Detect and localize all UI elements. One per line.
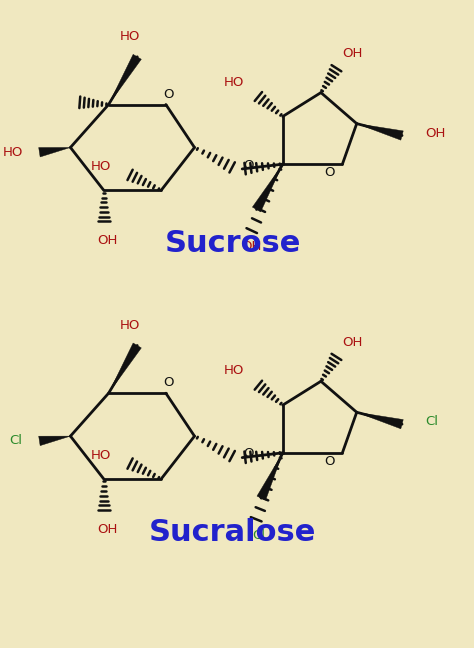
Text: HO: HO: [224, 76, 245, 89]
Polygon shape: [252, 164, 283, 212]
Polygon shape: [39, 148, 71, 157]
Text: Cl: Cl: [252, 529, 265, 542]
Text: OH: OH: [342, 47, 363, 60]
Text: Cl: Cl: [425, 415, 438, 428]
Text: HO: HO: [91, 160, 111, 173]
Text: O: O: [163, 376, 173, 389]
Text: OH: OH: [98, 234, 118, 247]
Text: HO: HO: [120, 30, 140, 43]
Text: Sucralose: Sucralose: [149, 518, 316, 548]
Text: OH: OH: [242, 240, 262, 253]
Polygon shape: [357, 412, 403, 429]
Text: Cl: Cl: [9, 434, 22, 447]
Text: OH: OH: [98, 523, 118, 536]
Polygon shape: [109, 343, 141, 393]
Text: HO: HO: [224, 364, 245, 377]
Text: O: O: [163, 87, 173, 100]
Polygon shape: [39, 436, 71, 446]
Polygon shape: [357, 124, 403, 140]
Polygon shape: [257, 453, 283, 500]
Text: HO: HO: [91, 448, 111, 462]
Text: O: O: [243, 159, 254, 172]
Text: OH: OH: [342, 336, 363, 349]
Text: O: O: [324, 167, 334, 179]
Text: Sucrose: Sucrose: [164, 229, 301, 259]
Text: HO: HO: [120, 319, 140, 332]
Text: O: O: [324, 455, 334, 468]
Polygon shape: [109, 54, 141, 104]
Text: OH: OH: [425, 126, 445, 140]
Text: HO: HO: [2, 146, 23, 159]
Text: O: O: [243, 447, 254, 460]
